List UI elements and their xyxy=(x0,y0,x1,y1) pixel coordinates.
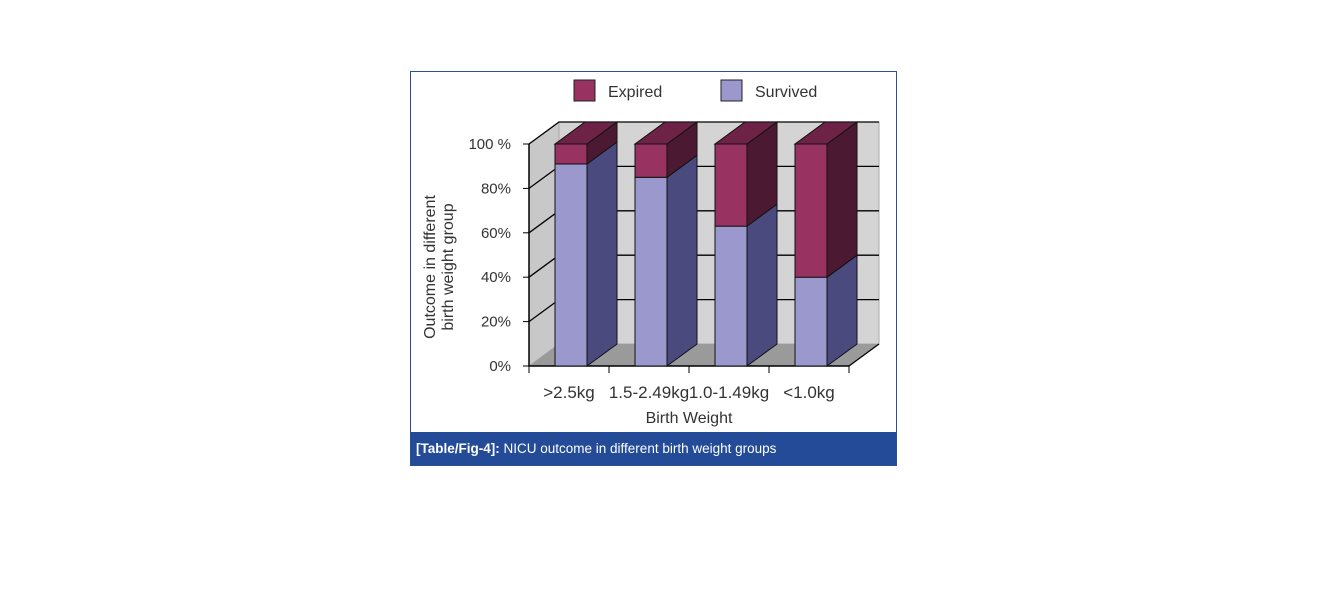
bar-survived xyxy=(634,176,668,367)
legend-label-survived: Survived xyxy=(755,84,817,101)
floor-edge xyxy=(848,343,880,367)
bar-survived xyxy=(714,225,748,367)
x-axis-label: Birth Weight xyxy=(646,410,733,427)
y-tick-label: 0% xyxy=(489,358,511,375)
bar-top xyxy=(633,121,699,145)
floor xyxy=(529,344,879,366)
y-axis-label-line: Outcome in different xyxy=(422,195,439,339)
legend-label-expired: Expired xyxy=(608,84,662,101)
bar-expired xyxy=(634,143,668,178)
bar-expired xyxy=(554,143,588,165)
bar-side-expired xyxy=(826,121,858,279)
chart: 0% 20% 40% 60% 80% 100 % >2.5kg 1.5-2.49kg 1.0-1… xyxy=(422,79,880,427)
bar-expired xyxy=(794,143,828,278)
bar-top xyxy=(713,121,779,145)
y-axis-label: Outcome in differentbirth weight group xyxy=(422,195,457,339)
bar-top xyxy=(793,121,859,145)
y-tick-label: 80% xyxy=(481,180,511,197)
bar-side-survived xyxy=(746,203,778,367)
y-tick-label: 100 % xyxy=(468,136,511,153)
bar-side-survived xyxy=(586,140,618,367)
caption-label: [Table/Fig-4]: xyxy=(416,441,500,456)
legend-swatch-expired xyxy=(573,79,596,102)
bar-expired xyxy=(714,143,748,227)
bar-survived xyxy=(794,276,828,367)
bar-top xyxy=(553,121,619,145)
figure: 0% 20% 40% 60% 80% 100 % >2.5kg 1.5-2.49kg 1.0-1… xyxy=(410,71,897,466)
figure-caption: [Table/Fig-4]: NICU outcome in different… xyxy=(411,432,896,465)
legend-swatch-survived xyxy=(720,79,743,102)
y-tick-label: 60% xyxy=(481,225,511,242)
y-tick-label: 20% xyxy=(481,314,511,331)
x-tick-label: <1.0kg xyxy=(783,383,835,402)
x-tick-label: 1.5-2.49kg xyxy=(609,383,689,402)
y-tick-label: 40% xyxy=(481,269,511,286)
bar-side-survived xyxy=(666,154,698,367)
bar-survived xyxy=(554,163,588,367)
x-tick-label: 1.0-1.49kg xyxy=(689,383,769,402)
y-axis-label-line: birth weight group xyxy=(440,203,457,330)
x-tick-label: >2.5kg xyxy=(543,383,595,402)
caption-text: NICU outcome in different birth weight g… xyxy=(499,441,777,456)
